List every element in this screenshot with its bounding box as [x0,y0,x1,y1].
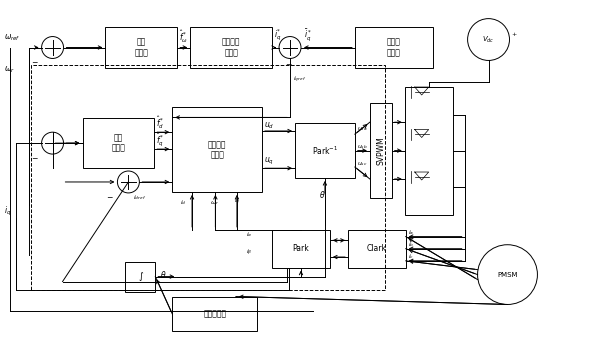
Bar [190,27,272,68]
Text: $i_{qref}$: $i_{qref}$ [293,75,306,85]
Text: 抗饱和
控制器: 抗饱和 控制器 [387,38,401,57]
Text: $-$: $-$ [31,152,38,161]
Text: 电流预测
控制器: 电流预测 控制器 [208,140,226,159]
Bar [272,230,330,268]
Text: Clark: Clark [367,244,387,253]
Text: 扰动
观测器: 扰动 观测器 [111,133,126,153]
Text: $V_{dc}$: $V_{dc}$ [482,34,495,45]
Text: $-$: $-$ [285,58,292,68]
Text: $-$: $-$ [31,56,38,65]
Text: $i_d$: $i_d$ [181,198,187,207]
Bar [370,103,392,198]
Text: $u_{sb}$: $u_{sb}$ [357,143,368,150]
Bar [105,27,177,68]
Text: $i_q$: $i_q$ [4,205,11,218]
Text: $\theta$: $\theta$ [160,268,167,280]
Text: SVPWM: SVPWM [377,136,385,165]
Text: $i_c$: $i_c$ [408,252,414,261]
Text: $i_a$: $i_a$ [408,228,414,237]
Text: $\hat{f}_\omega^*$: $\hat{f}_\omega^*$ [179,28,188,44]
Bar [355,27,433,68]
Text: Park: Park [292,244,310,253]
Bar [348,230,406,268]
Text: $\bar{i}_q^*$: $\bar{i}_q^*$ [304,27,312,43]
Text: ∫: ∫ [138,272,143,281]
Text: $\hat{f}_q^*$: $\hat{f}_q^*$ [156,132,165,149]
Text: 速度预测
控制器: 速度预测 控制器 [222,38,240,57]
Text: $\omega_{ref}$: $\omega_{ref}$ [4,32,20,43]
Bar [126,262,155,292]
Text: 光电编码器: 光电编码器 [203,309,226,318]
Text: $\omega_r$: $\omega_r$ [210,199,220,207]
Text: $i_q^{*}$: $i_q^{*}$ [274,27,281,43]
Text: $i_q$: $i_q$ [234,197,240,207]
Text: Park$^{-1}$: Park$^{-1}$ [312,145,338,157]
Bar [172,107,262,192]
Text: $\omega_r$: $\omega_r$ [4,65,15,75]
Bar [82,118,155,168]
Text: $i_b$: $i_b$ [408,240,414,249]
Text: $-$: $-$ [107,191,114,200]
Bar [172,296,257,331]
Text: +: + [511,32,517,37]
Text: $i_\beta$: $i_\beta$ [246,248,253,258]
Text: $\theta$: $\theta$ [319,189,326,200]
Text: $i_\alpha$: $i_\alpha$ [246,230,253,239]
Text: 扰动
观测器: 扰动 观测器 [134,38,149,57]
Text: $\hat{f}_d^*$: $\hat{f}_d^*$ [156,114,165,131]
Bar [295,123,355,178]
Text: $u_{sa}$: $u_{sa}$ [357,125,368,133]
Text: $u_{sc}$: $u_{sc}$ [357,160,368,168]
Text: $i_{dref}$: $i_{dref}$ [133,193,146,202]
Text: $u_q$: $u_q$ [264,155,274,167]
Bar [405,88,453,215]
Text: $u_d$: $u_d$ [264,120,274,131]
Bar [31,65,385,289]
Text: PMSM: PMSM [497,272,518,278]
